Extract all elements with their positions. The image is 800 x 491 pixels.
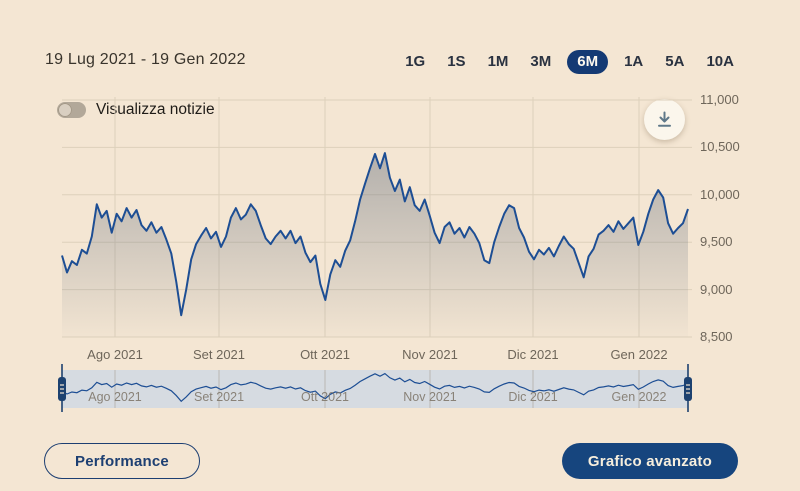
x-tick-ott: Ott 2021 — [300, 347, 350, 362]
navigator-band[interactable] — [62, 370, 688, 408]
nav-label-ago: Ago 2021 — [88, 390, 142, 404]
navigator-handle[interactable] — [684, 364, 692, 412]
x-tick-set: Set 2021 — [192, 347, 246, 362]
range-option-6m-selected[interactable]: 6M — [567, 50, 609, 74]
nav-label-set: Set 2021 — [193, 390, 245, 404]
range-option-3m[interactable]: 3M — [530, 53, 552, 70]
download-icon — [658, 111, 671, 127]
x-tick-dic: Dic 2021 — [507, 347, 559, 362]
nav-label-gen: Gen 2022 — [611, 390, 667, 404]
x-tick-ago: Ago 2021 — [87, 347, 143, 362]
nav-label-ott: Ott 2021 — [301, 390, 349, 404]
y-tick-11000: 11,000 — [700, 92, 739, 107]
navigator-handle[interactable] — [58, 364, 66, 412]
toggle-knob — [58, 103, 72, 117]
nav-label-nov: Nov 2021 — [403, 390, 457, 404]
advanced-chart-button[interactable]: Grafico avanzato — [561, 443, 738, 479]
y-tick-10500: 10,500 — [700, 139, 740, 154]
chart-navigator[interactable] — [50, 362, 700, 414]
navigator-line — [61, 372, 689, 403]
range-option-5a[interactable]: 5A — [665, 53, 685, 70]
y-tick-10000: 10,000 — [700, 187, 740, 202]
x-tick-gen: Gen 2022 — [610, 347, 668, 362]
range-option-1a[interactable]: 1A — [624, 53, 644, 70]
nav-label-dic: Dic 2021 — [508, 390, 558, 404]
news-toggle-label: Visualizza notizie — [96, 101, 215, 118]
range-option-1s[interactable]: 1S — [447, 53, 466, 70]
download-button[interactable] — [644, 99, 685, 140]
news-toggle-row: Visualizza notizie — [57, 101, 215, 119]
y-tick-9000: 9,000 — [700, 282, 733, 297]
performance-button[interactable]: Performance — [44, 443, 200, 479]
date-range-label: 19 Lug 2021 - 19 Gen 2022 — [45, 51, 246, 68]
price-area — [62, 153, 688, 337]
range-option-1g[interactable]: 1G — [405, 53, 426, 70]
price-line — [61, 152, 689, 317]
price-chart — [61, 97, 692, 338]
range-selector: 1G 1S 1M 3M 6M 1A 5A 10A — [399, 50, 740, 74]
y-tick-9500: 9,500 — [700, 234, 733, 249]
range-option-10a[interactable]: 10A — [706, 53, 734, 70]
news-toggle-switch[interactable] — [57, 102, 86, 118]
y-tick-8500: 8,500 — [700, 329, 733, 344]
x-tick-nov: Nov 2021 — [402, 347, 458, 362]
range-option-1m[interactable]: 1M — [487, 53, 509, 70]
